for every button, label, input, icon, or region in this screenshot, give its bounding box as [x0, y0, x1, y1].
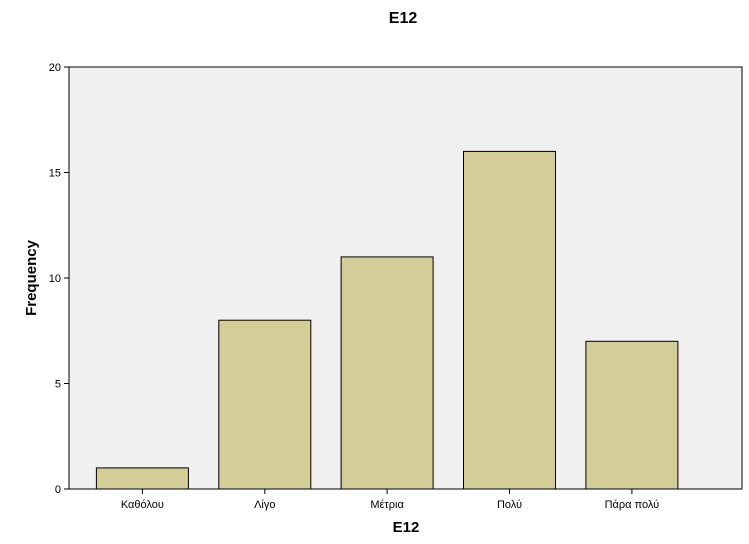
y-tick-label: 10 [49, 273, 61, 285]
bar-1 [95, 467, 189, 490]
bar-4 [463, 150, 556, 490]
chart-title: E12 [389, 10, 418, 27]
y-tick-label: 5 [55, 379, 61, 391]
bars-group [95, 150, 679, 490]
x-axis-label: E12 [393, 519, 420, 536]
x-tick-label: Πάρα πολύ [605, 499, 660, 511]
x-tick-label: Λίγο [254, 499, 275, 511]
x-tick-label: Μέτρια [370, 499, 404, 511]
bar-3 [340, 256, 434, 490]
y-tick-label: 0 [55, 484, 61, 496]
y-axis-label: Frequency [23, 239, 40, 316]
x-axis-ticks: Καθόλου Λίγο Μέτρια Πολύ Πάρα πολύ [121, 489, 659, 511]
y-tick-label: 20 [49, 62, 61, 74]
bar-2 [218, 319, 312, 490]
x-tick-label: Καθόλου [121, 499, 164, 511]
y-axis-ticks: 0 5 10 15 20 [49, 62, 69, 496]
y-tick-label: 15 [49, 168, 61, 180]
x-tick-label: Πολύ [497, 499, 522, 511]
bar-5 [585, 340, 679, 490]
